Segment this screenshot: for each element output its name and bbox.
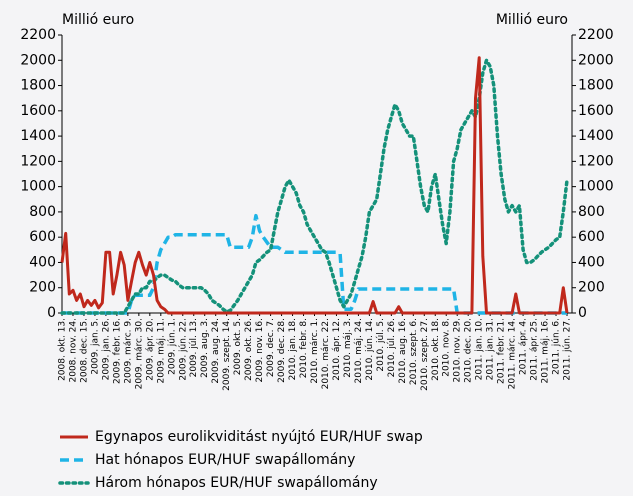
x-tick-label: 2010. szept. 27. [420, 318, 430, 391]
legend-label: Három hónapos EUR/HUF swapállomány [95, 475, 378, 491]
x-tick-label: 2009. nov. 16. [255, 318, 265, 383]
y-tick-label: 1200 [20, 153, 56, 169]
x-tick-label: 2010. jan. 18. [288, 318, 298, 380]
x-tick-label: 2009. aug. 24. [211, 318, 221, 384]
x-tick-label: 2010. szept. 6. [409, 318, 419, 385]
x-tick-label: 2010. okt. 18. [431, 318, 441, 381]
x-tick-label: 2009. ápr. 20. [145, 318, 155, 381]
x-tick-label: 2010. máj. 24. [354, 318, 364, 383]
x-tick-label: 2011. ápr. 4. [519, 318, 529, 375]
x-tick-label: 2009. okt. 26. [244, 318, 254, 381]
x-tick-label: 2008. okt. 13. [58, 318, 68, 381]
y2-tick-label: 1600 [578, 103, 614, 119]
x-tick-label: 2010. ápr. 12. [332, 318, 342, 381]
x-tick-label: 2008. nov. 24. [68, 318, 78, 383]
x-tick-label: 2010. júl. 5. [376, 318, 386, 372]
y-tick-label: 1600 [20, 103, 56, 119]
x-tick-label: 2009. dec. 7. [266, 318, 276, 377]
y-tick-label: 400 [29, 254, 56, 270]
x-tick-label: 2011. máj. 16. [541, 318, 551, 383]
series-line [60, 58, 569, 315]
y2-tick-label: 1800 [578, 78, 614, 94]
x-tick-label: 2009. júl. 13. [189, 318, 199, 377]
y-tick-label: 600 [29, 229, 56, 245]
x-tick-label: 2010. máj. 3. [343, 318, 353, 378]
legend-label: Egynapos eurolikviditást nyújtó EUR/HUF … [95, 429, 423, 445]
x-tick-label: 2011. jún. 27. [563, 318, 573, 381]
x-tick-label: 2009. okt. 5. [233, 318, 243, 375]
x-tick-label: 2010. júl. 26. [387, 318, 397, 377]
x-tick-label: 2010. jún. 14. [365, 318, 375, 381]
y-tick-label: 800 [29, 204, 56, 220]
y-tick-label: 2000 [20, 52, 56, 68]
legend-label: Hat hónapos EUR/HUF swapállomány [95, 452, 355, 468]
y2-tick-label: 0 [578, 305, 587, 321]
series-line [62, 213, 567, 315]
x-tick-label: 2011. ápr. 25. [530, 318, 540, 381]
y2-tick-label: 200 [578, 280, 605, 296]
y-tick-label: 1400 [20, 128, 56, 144]
y-tick-label: 1000 [20, 179, 56, 195]
y2-axis-label: Millió euro [496, 12, 568, 28]
x-tick-label: 2010. márc. 22. [321, 318, 331, 389]
x-tick-label: 2009. jan. 5. [90, 318, 100, 375]
x-tick-label: 2011. márc. 14. [508, 318, 518, 389]
y2-tick-label: 1000 [578, 179, 614, 195]
x-tick-label: 2009. febr. 16. [112, 318, 122, 384]
y2-tick-label: 2000 [578, 52, 614, 68]
y2-tick-label: 2200 [578, 27, 614, 43]
y2-tick-label: 400 [578, 254, 605, 270]
y-tick-label: 200 [29, 280, 56, 296]
x-tick-label: 2011. jan. 31. [486, 318, 496, 380]
y-axis-label: Millió euro [62, 12, 134, 28]
x-tick-label: 2008. dec. 15. [79, 318, 89, 383]
x-tick-label: 2009. márc. 30. [134, 318, 144, 389]
x-tick-label: 2011. jún. 6. [552, 318, 562, 375]
x-tick-label: 2009. jún. 22. [178, 318, 188, 381]
y-tick-label: 1800 [20, 78, 56, 94]
x-tick-label: 2009. márc. 9. [123, 318, 133, 384]
x-tick-label: 2009. jún. 1. [167, 318, 177, 375]
x-tick-label: 2010. nov. 8. [442, 318, 452, 377]
x-tick-label: 2010. márc. 1. [310, 318, 320, 384]
series-line [60, 56, 569, 315]
y2-tick-label: 800 [578, 204, 605, 220]
x-tick-label: 2010. febr. 8. [299, 318, 309, 378]
x-tick-label: 2010. nov. 29. [453, 318, 463, 383]
x-tick-label: 2009. szept. 14. [222, 318, 232, 391]
x-tick-label: 2009. dec. 28. [277, 318, 287, 383]
x-tick-label: 2011. febr. 21. [497, 318, 507, 384]
y2-tick-label: 1400 [578, 128, 614, 144]
y-tick-label: 2200 [20, 27, 56, 43]
y2-tick-label: 600 [578, 229, 605, 245]
x-tick-label: 2009. aug. 3. [200, 318, 210, 378]
x-tick-label: 2009. jan. 26. [101, 318, 111, 380]
y2-tick-label: 1200 [578, 153, 614, 169]
x-tick-label: 2010. dec. 20. [464, 318, 474, 383]
x-tick-label: 2011. jan. 10. [475, 318, 485, 380]
x-tick-label: 2009. máj. 11. [156, 318, 166, 383]
y-tick-label: 0 [47, 305, 56, 321]
x-tick-label: 2010. aug. 16. [398, 318, 408, 384]
